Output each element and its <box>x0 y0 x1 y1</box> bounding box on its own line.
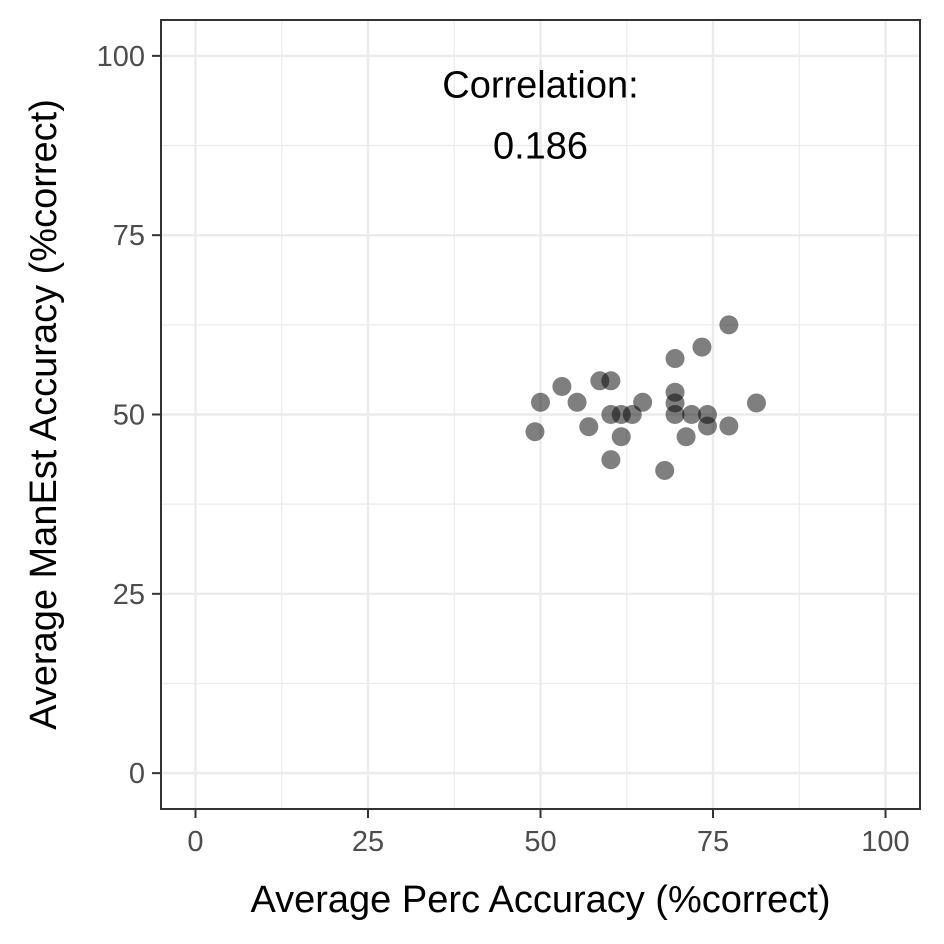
data-point <box>746 393 766 413</box>
data-point <box>676 427 696 447</box>
x-tick-label: 0 <box>187 826 203 858</box>
x-tick-label: 25 <box>352 826 384 858</box>
data-point <box>692 337 712 357</box>
correlation-value: 0.186 <box>493 126 588 168</box>
data-point <box>525 422 545 442</box>
major-gridlines <box>161 20 920 809</box>
x-tick-label: 100 <box>861 826 909 858</box>
x-axis-ticks: 0 25 50 75 100 <box>187 809 910 858</box>
data-point <box>665 405 685 424</box>
y-tick-label: 50 <box>113 400 145 432</box>
data-point <box>633 392 653 412</box>
x-axis-title: Average Perc Accuracy (%correct) <box>250 879 830 921</box>
y-tick-label: 75 <box>113 220 145 252</box>
y-axis-title: Average ManEst Accuracy (%correct) <box>23 99 65 730</box>
data-point <box>531 392 550 412</box>
data-point <box>719 315 739 335</box>
data-point <box>611 427 631 447</box>
data-point <box>552 377 572 397</box>
x-tick-label: 75 <box>697 826 729 858</box>
y-tick-label: 100 <box>97 41 145 73</box>
data-point <box>601 450 621 470</box>
data-points <box>525 315 766 480</box>
data-point <box>579 417 599 437</box>
correlation-label: Correlation: <box>442 65 638 107</box>
y-axis-ticks: 0 25 50 75 100 <box>97 41 161 790</box>
data-point <box>665 349 685 369</box>
data-point <box>655 460 675 480</box>
data-point <box>682 405 702 424</box>
y-tick-label: 25 <box>113 579 145 611</box>
x-tick-label: 50 <box>524 826 556 858</box>
data-point <box>697 416 717 436</box>
data-point <box>719 416 739 436</box>
data-point <box>601 371 621 391</box>
data-point <box>567 392 587 412</box>
y-tick-label: 0 <box>129 758 145 790</box>
